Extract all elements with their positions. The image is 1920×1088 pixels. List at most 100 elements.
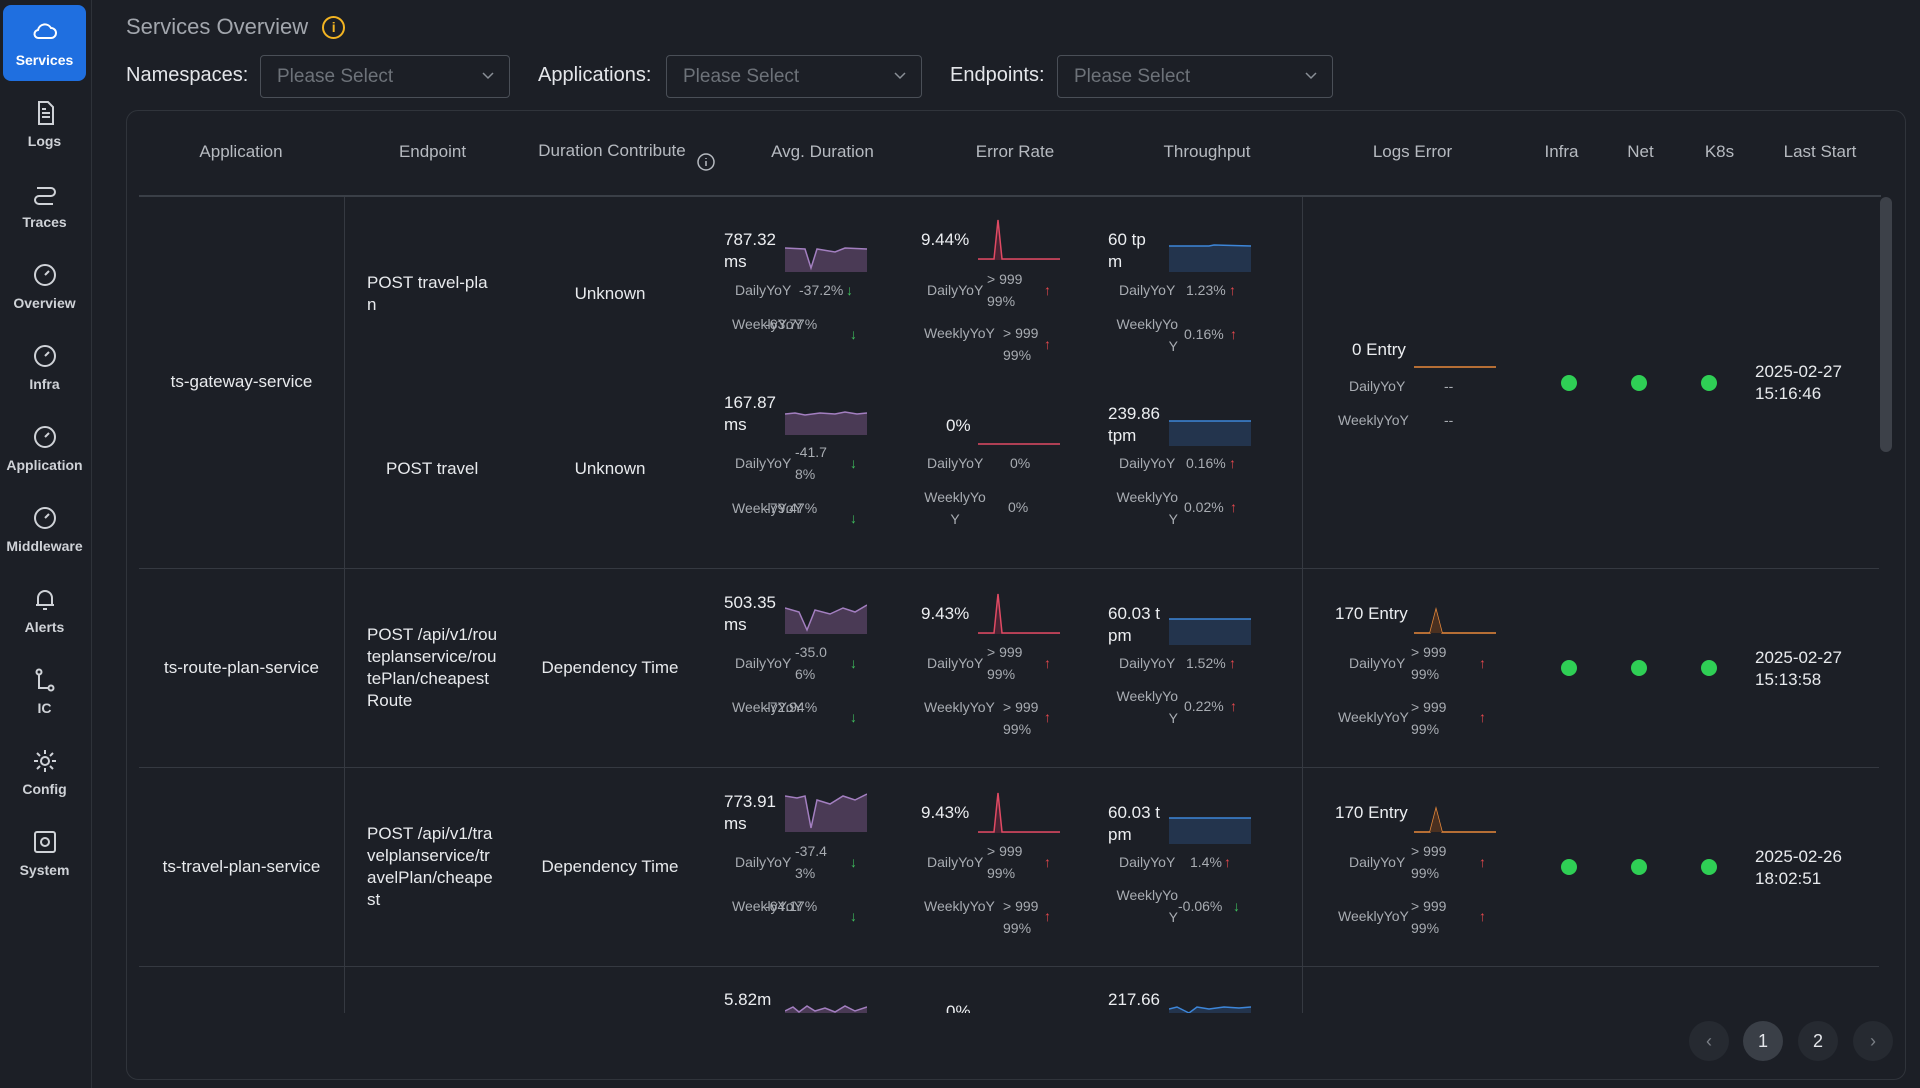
error-rate-value: 0% bbox=[946, 416, 971, 435]
prev-page-button[interactable]: ‹ bbox=[1689, 1021, 1729, 1061]
err-weekly-value: 0% bbox=[1008, 499, 1029, 515]
endpoint-name[interactable]: POST /api/v1/travelplanservice/travelPla… bbox=[367, 824, 493, 909]
col-header-logs-error[interactable]: Logs Error bbox=[1372, 142, 1453, 161]
info-icon[interactable] bbox=[696, 152, 716, 172]
sidebar-item-logs[interactable]: Logs bbox=[3, 86, 86, 162]
throughput-value: 239.86 tpm bbox=[1108, 404, 1160, 445]
header-divider bbox=[139, 195, 1881, 197]
avg-weekly-value: -79.47% bbox=[765, 500, 818, 516]
avg-duration-sparkline bbox=[785, 793, 867, 832]
col-header-k8s[interactable]: K8s bbox=[1704, 142, 1735, 161]
logs-daily-value: > 99999% bbox=[1411, 644, 1447, 682]
err-weekly-label: WeeklyYoY bbox=[924, 489, 986, 527]
sidebar-item-config[interactable]: Config bbox=[3, 734, 86, 810]
avg-weekly-label: WeeklyYoY bbox=[732, 316, 803, 332]
table-row-application[interactable]: ts-travel-plan-service bbox=[162, 857, 321, 876]
sidebar-item-label: Middleware bbox=[6, 538, 83, 554]
infra-status-dot[interactable] bbox=[1561, 660, 1577, 676]
logs-error-value: 170 Entry bbox=[1335, 803, 1408, 822]
logs-error-value: 170 Entry bbox=[1335, 604, 1408, 623]
table-row-application[interactable]: ts-route-plan-service bbox=[164, 658, 319, 677]
sidebar-item-traces[interactable]: Traces bbox=[3, 167, 86, 243]
col-header-net[interactable]: Net bbox=[1627, 142, 1654, 161]
error-rate-sparkline bbox=[978, 219, 1060, 260]
arrow-up-icon: ↑ bbox=[1044, 655, 1051, 671]
avg-daily-label: DailyYoY bbox=[735, 455, 792, 471]
logs-error-sparkline bbox=[1414, 806, 1496, 833]
col-header-duration-contribute[interactable]: Duration Contribute bbox=[538, 141, 686, 160]
tp-daily-label: DailyYoY bbox=[1119, 282, 1176, 298]
tp-weekly-value: 0.02% bbox=[1184, 499, 1224, 515]
table-row-application[interactable]: ts-gateway-service bbox=[170, 372, 313, 391]
sidebar-item-alerts[interactable]: Alerts bbox=[3, 572, 86, 648]
arrow-down-icon: ↓ bbox=[850, 854, 857, 870]
avg-duration-value: 787.32 ms bbox=[724, 230, 776, 271]
sidebar-item-services[interactable]: Services bbox=[3, 5, 86, 81]
sidebar-item-label: Alerts bbox=[24, 619, 65, 635]
arrow-up-icon: ↑ bbox=[1044, 908, 1051, 924]
logs-daily-label: DailyYoY bbox=[1349, 655, 1406, 671]
infra-status-dot[interactable] bbox=[1561, 859, 1577, 875]
duration-contribution: Unknown bbox=[574, 284, 646, 303]
endpoint-name[interactable]: POST /api/v1/routeplanservice/routePlan/… bbox=[367, 625, 498, 710]
endpoints-label: Endpoints: bbox=[950, 64, 1045, 86]
infra-status-dot[interactable] bbox=[1561, 375, 1577, 391]
sidebar-item-middleware[interactable]: Middleware bbox=[3, 491, 86, 567]
table-row-partial: 5.82m 0% 217.66 bbox=[700, 985, 1400, 1013]
avg-weekly-value: -63.77% bbox=[765, 316, 818, 332]
sidebar-item-label: IC bbox=[37, 700, 52, 716]
last-start-time: 15:13:58 bbox=[1755, 670, 1822, 689]
sidebar-item-ic[interactable]: IC bbox=[3, 653, 86, 729]
net-status-dot[interactable] bbox=[1631, 660, 1647, 676]
applications-select[interactable]: Please Select bbox=[666, 55, 922, 98]
col-header-infra[interactable]: Infra bbox=[1544, 142, 1579, 161]
throughput-value: 217.66 bbox=[1108, 990, 1160, 1009]
page-button-1[interactable]: 1 bbox=[1743, 1021, 1783, 1061]
k8s-status-dot[interactable] bbox=[1701, 375, 1717, 391]
next-page-button[interactable]: › bbox=[1853, 1021, 1893, 1061]
endpoint-name[interactable]: POST travel-plan bbox=[367, 273, 488, 314]
arrow-down-icon: ↓ bbox=[850, 455, 857, 471]
avg-weekly-label: WeeklyYoY bbox=[732, 898, 803, 914]
info-icon[interactable]: i bbox=[322, 15, 346, 39]
gauge-icon bbox=[33, 345, 56, 367]
divider bbox=[139, 966, 1879, 967]
col-header-avg-duration[interactable]: Avg. Duration bbox=[771, 142, 874, 161]
page-title-text: Services Overview bbox=[126, 14, 309, 39]
sidebar-item-label: Infra bbox=[29, 376, 60, 392]
sidebar-item-label: Logs bbox=[27, 133, 62, 149]
net-status-dot[interactable] bbox=[1631, 859, 1647, 875]
table-scrollbar[interactable] bbox=[1880, 197, 1892, 452]
k8s-status-dot[interactable] bbox=[1701, 859, 1717, 875]
k8s-status-dot[interactable] bbox=[1701, 660, 1717, 676]
endpoints-select[interactable]: Please Select bbox=[1057, 55, 1333, 98]
col-header-application[interactable]: Application bbox=[199, 142, 283, 161]
col-header-last-start[interactable]: Last Start bbox=[1783, 142, 1857, 161]
arrow-up-icon: ↑ bbox=[1479, 854, 1486, 870]
arrow-down-icon: ↓ bbox=[850, 655, 857, 671]
logs-weekly-label: WeeklyYoY bbox=[1338, 908, 1409, 924]
sidebar-item-system[interactable]: System bbox=[3, 815, 86, 891]
tp-weekly-label: WeeklyYoY bbox=[1116, 316, 1178, 354]
col-header-endpoint[interactable]: Endpoint bbox=[398, 142, 467, 161]
error-rate-sparkline bbox=[978, 443, 1060, 445]
namespaces-select[interactable]: Please Select bbox=[260, 55, 510, 98]
endpoint-name[interactable]: POST travel bbox=[386, 459, 479, 478]
page-button-2[interactable]: 2 bbox=[1798, 1021, 1838, 1061]
network-icon bbox=[35, 668, 54, 692]
avg-daily-value: -41.78% bbox=[795, 444, 827, 482]
error-rate-value: 9.43% bbox=[921, 803, 970, 822]
sidebar-item-overview[interactable]: Overview bbox=[3, 248, 86, 324]
tp-daily-value: 1.52% bbox=[1186, 655, 1226, 671]
avg-weekly-label: WeeklyYoY bbox=[732, 699, 803, 715]
logs-daily-label: DailyYoY bbox=[1349, 378, 1406, 394]
arrow-up-icon: ↑ bbox=[1479, 655, 1486, 671]
gear-icon bbox=[33, 750, 56, 772]
endpoints-placeholder: Please Select bbox=[1074, 65, 1191, 87]
net-status-dot[interactable] bbox=[1631, 375, 1647, 391]
col-header-throughput[interactable]: Throughput bbox=[1163, 142, 1251, 161]
sidebar-item-application[interactable]: Application bbox=[3, 410, 86, 486]
sidebar-item-label: Overview bbox=[13, 295, 76, 311]
col-header-error-rate[interactable]: Error Rate bbox=[975, 142, 1055, 161]
sidebar-item-infra[interactable]: Infra bbox=[3, 329, 86, 405]
